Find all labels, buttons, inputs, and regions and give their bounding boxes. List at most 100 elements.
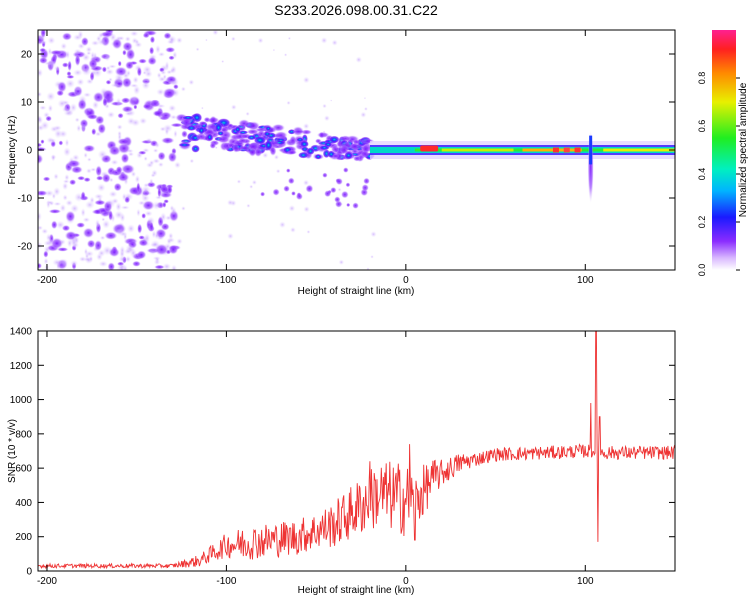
noise-blob [65, 50, 70, 60]
speckle [272, 48, 276, 52]
noise-blob [82, 217, 91, 223]
noise-blob [67, 60, 72, 72]
signal-blob [264, 140, 273, 151]
top-y-tick-label: -10 [18, 194, 33, 205]
signal-blob [238, 119, 250, 128]
figure-title: S233.2026.098.00.31.C22 [274, 2, 438, 18]
signal-blob [314, 138, 322, 144]
tail-blob [291, 191, 296, 196]
bottom-y-tick-label: 200 [15, 532, 32, 543]
noise-blob [149, 36, 156, 44]
speckle [221, 59, 225, 64]
speckle [181, 206, 186, 211]
tail-blob [361, 184, 369, 192]
signal-blob [331, 153, 340, 159]
noise-blob [166, 39, 175, 45]
noise-blob [72, 154, 80, 162]
noise-blob [169, 205, 175, 212]
noise-blob [52, 258, 62, 267]
noise-blob [47, 104, 53, 113]
noise-blob [59, 203, 67, 213]
noise-blob [122, 49, 127, 56]
noise-blob [85, 168, 92, 174]
noise-blob [117, 142, 131, 154]
speckle [176, 37, 183, 44]
noise-blob [164, 127, 170, 136]
colorbar: 0.0 0.2 0.4 0.6 0.8 Normalized spectral ampl… [697, 30, 749, 276]
speckle [275, 168, 281, 174]
noise-blob [77, 30, 84, 40]
noise-blob [132, 260, 141, 267]
noise-blob [89, 71, 95, 82]
noise-blob [43, 257, 49, 265]
noise-blob [58, 140, 64, 146]
strong-spot [574, 147, 581, 153]
signal-segment [603, 148, 675, 152]
speckle [290, 226, 296, 233]
noise-blob [49, 138, 57, 143]
signal-blob [181, 115, 195, 120]
signal-blob [178, 142, 191, 147]
noise-blob [86, 157, 92, 162]
noise-blob [173, 129, 178, 138]
noise-blob [136, 66, 142, 77]
signal-blob [257, 129, 266, 138]
noise-blob [108, 77, 113, 82]
signal-blob [265, 126, 272, 131]
noise-blob [119, 266, 125, 270]
speckle [176, 238, 183, 245]
speckle [251, 179, 257, 185]
noise-blob [143, 156, 148, 162]
tail-blob [260, 191, 266, 197]
signal-blob [205, 123, 218, 131]
signal-blob [238, 145, 252, 151]
noise-blob [90, 51, 96, 60]
noise-blob [63, 147, 71, 157]
signal-blob [195, 132, 207, 141]
noise-blob [65, 79, 76, 89]
noise-blob [148, 248, 157, 256]
tail-blob [341, 190, 349, 199]
signal-blob [344, 151, 354, 160]
signal-blob [351, 148, 359, 154]
noise-blob [106, 200, 113, 205]
signal-blob [274, 131, 288, 140]
signal-blob [246, 134, 257, 141]
noise-blob [56, 89, 65, 97]
noise-blob [138, 235, 145, 240]
noise-blob [69, 179, 77, 186]
speckle [180, 86, 186, 92]
noise-blob [160, 222, 170, 231]
noise-blob [40, 120, 50, 131]
noise-blob [38, 68, 44, 78]
noise-blob [101, 217, 106, 222]
noise-blob [118, 255, 127, 263]
speckle [262, 152, 269, 159]
speckle [320, 37, 328, 44]
signal-blob [254, 147, 263, 157]
noise-blob [38, 262, 43, 269]
noise-blob [145, 137, 153, 143]
speckle [230, 36, 236, 42]
signal-blob [216, 135, 231, 144]
bottom-y-tick-label: 800 [15, 429, 32, 440]
noise-blob [77, 175, 86, 181]
bottom-x-axis-label: Height of straight line (km) [298, 585, 415, 596]
noise-blob [96, 183, 106, 192]
speckle [249, 184, 254, 189]
noise-blob [80, 207, 86, 218]
top-y-axis-label: Frequency (Hz) [7, 116, 18, 185]
top-x-tick-label: -200 [37, 275, 57, 286]
noise-blob [40, 139, 45, 145]
noise-blob [71, 242, 80, 249]
noise-blob [57, 99, 67, 108]
noise-blob [163, 199, 170, 204]
noise-blob [149, 46, 155, 55]
noise-blob [125, 48, 136, 61]
noise-blob [149, 100, 161, 108]
noise-blob [51, 154, 56, 162]
noise-blob [50, 237, 64, 250]
noise-blob [162, 262, 172, 270]
spectrogram-image [38, 30, 675, 270]
speckle [302, 76, 310, 84]
